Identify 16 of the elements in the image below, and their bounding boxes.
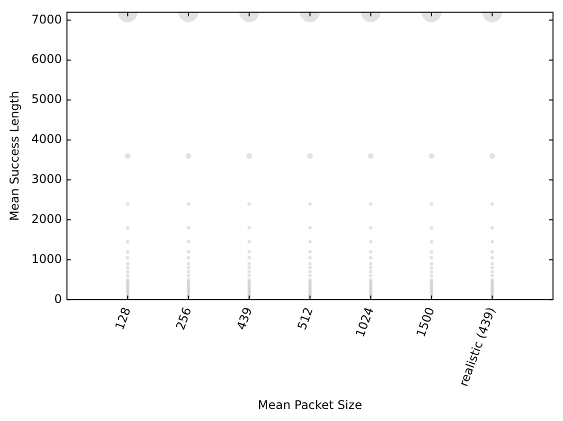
y-axis-title: Mean Success Length [7, 90, 22, 221]
y-tick-label: 7000 [31, 12, 62, 26]
x-tick-label: 1024 [352, 305, 376, 339]
y-tick-label: 6000 [31, 52, 62, 66]
x-axis-title: Mean Packet Size [258, 398, 362, 412]
x-tick-label: 256 [173, 305, 194, 332]
x-tick-label: 512 [294, 305, 316, 332]
x-tick-label: 439 [234, 305, 255, 332]
y-tick-label: 1000 [31, 252, 62, 266]
y-tick-label: 0 [54, 292, 62, 306]
x-tick-label: 1500 [414, 305, 438, 339]
y-tick-label: 5000 [31, 92, 62, 106]
y-tick-label: 2000 [31, 212, 62, 226]
x-tick-label: 128 [112, 305, 134, 332]
y-tick-label: 3000 [31, 172, 62, 186]
y-tick-label: 4000 [31, 132, 62, 146]
